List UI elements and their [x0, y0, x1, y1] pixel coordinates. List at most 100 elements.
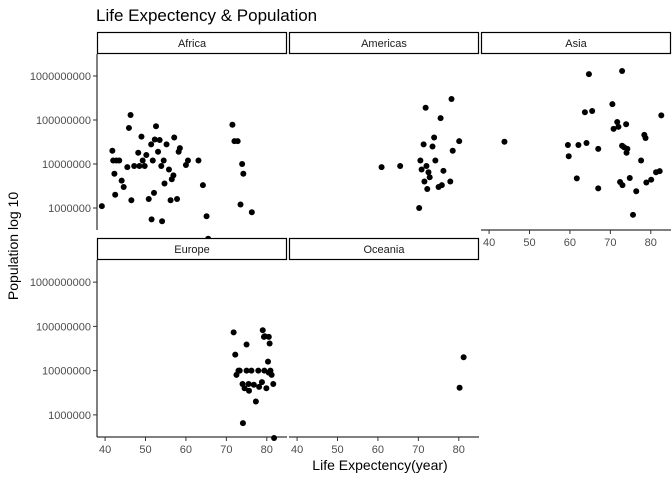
x-tick-label: 80: [453, 444, 465, 456]
data-point: [148, 141, 155, 148]
x-tick-label: 60: [372, 444, 384, 456]
strip-asia: [480, 31, 672, 55]
data-point: [116, 157, 123, 164]
data-point: [195, 157, 202, 164]
data-point: [268, 371, 275, 378]
data-point: [424, 186, 431, 193]
x-tick-label: 50: [523, 237, 535, 249]
data-point: [426, 174, 433, 181]
y-tick-label: 1000000000: [30, 71, 91, 83]
data-point: [161, 180, 168, 187]
data-point: [573, 175, 580, 182]
data-point: [624, 145, 631, 152]
strip-label-europe: Europe: [174, 244, 209, 256]
data-point: [422, 104, 429, 111]
data-point: [203, 213, 210, 220]
data-point: [565, 153, 572, 160]
data-point: [642, 134, 649, 141]
data-point: [449, 147, 456, 154]
data-point: [141, 163, 148, 170]
data-point: [230, 329, 237, 336]
data-point: [417, 157, 424, 164]
data-point: [431, 134, 438, 141]
strip-africa: [96, 31, 288, 55]
data-point: [127, 111, 134, 118]
strip-label-africa: Africa: [178, 38, 207, 50]
data-point: [438, 182, 445, 189]
panel-europe: Europe 1000000 10000000 100000000 1000000000…: [30, 237, 288, 456]
strip-label-oceania: Oceania: [364, 244, 406, 256]
data-point: [583, 140, 590, 147]
data-point: [619, 67, 626, 74]
data-point: [610, 125, 617, 132]
data-point: [98, 203, 105, 210]
strip-label-asia: Asia: [565, 38, 587, 50]
data-point: [241, 385, 248, 392]
facet-panels: Africa 1000000 10000000 100000000 1000000000…: [30, 31, 672, 456]
chart-title: Life Expectency & Population: [96, 6, 317, 25]
data-point: [124, 164, 131, 171]
data-point: [159, 218, 166, 225]
x-tick-label: 80: [261, 444, 273, 456]
data-point: [258, 379, 265, 386]
data-point: [648, 176, 655, 183]
data-point: [656, 168, 663, 175]
data-point: [429, 143, 436, 150]
y-tick-label: 10000000: [42, 366, 91, 378]
data-point: [155, 148, 162, 155]
data-point: [151, 189, 157, 196]
x-tick-label: 70: [220, 444, 232, 456]
x-tick-label: 80: [645, 237, 657, 249]
data-point: [615, 123, 622, 130]
data-point: [259, 327, 266, 334]
data-point: [138, 133, 145, 140]
panel-africa: Africa 1000000 10000000 100000000 1000000000: [30, 31, 288, 242]
data-point: [564, 142, 571, 149]
data-point: [609, 101, 616, 108]
data-point: [163, 141, 170, 148]
data-point: [246, 387, 252, 394]
data-point: [423, 163, 430, 170]
data-point: [149, 157, 156, 164]
y-tick-label: 1000000000: [30, 277, 91, 289]
data-point: [255, 367, 262, 374]
panel-americas: Americas: [288, 31, 480, 211]
data-point: [109, 147, 116, 154]
data-point: [248, 209, 255, 216]
data-point: [418, 166, 425, 173]
data-point: [589, 108, 596, 115]
data-point: [182, 161, 189, 168]
data-point: [151, 136, 158, 143]
data-point: [120, 184, 127, 191]
y-tick-label: 1000000: [48, 203, 91, 215]
data-point: [176, 145, 183, 152]
data-point: [239, 420, 246, 427]
panel-oceania: Oceania 40 50 60 70 80: [288, 237, 480, 456]
data-point: [378, 164, 385, 171]
data-point: [440, 167, 447, 174]
data-point: [243, 341, 250, 348]
data-point: [595, 185, 602, 192]
data-point: [234, 138, 241, 145]
data-point: [153, 123, 160, 130]
data-point: [145, 196, 152, 203]
data-point: [447, 178, 454, 185]
data-point: [136, 163, 143, 170]
data-point: [623, 121, 630, 128]
data-point: [237, 201, 244, 208]
y-tick-label: 10000000: [42, 159, 91, 171]
data-point: [131, 163, 138, 170]
y-tick-label: 1000000: [48, 410, 91, 422]
data-point: [165, 166, 172, 173]
data-point: [421, 178, 428, 185]
x-tick-label: 50: [331, 444, 343, 456]
data-point: [585, 71, 592, 78]
data-point: [199, 182, 206, 189]
data-point: [156, 137, 163, 144]
data-point: [397, 163, 404, 170]
data-point: [174, 196, 181, 203]
data-point: [630, 211, 636, 218]
data-point: [229, 121, 236, 128]
data-point: [448, 96, 455, 103]
